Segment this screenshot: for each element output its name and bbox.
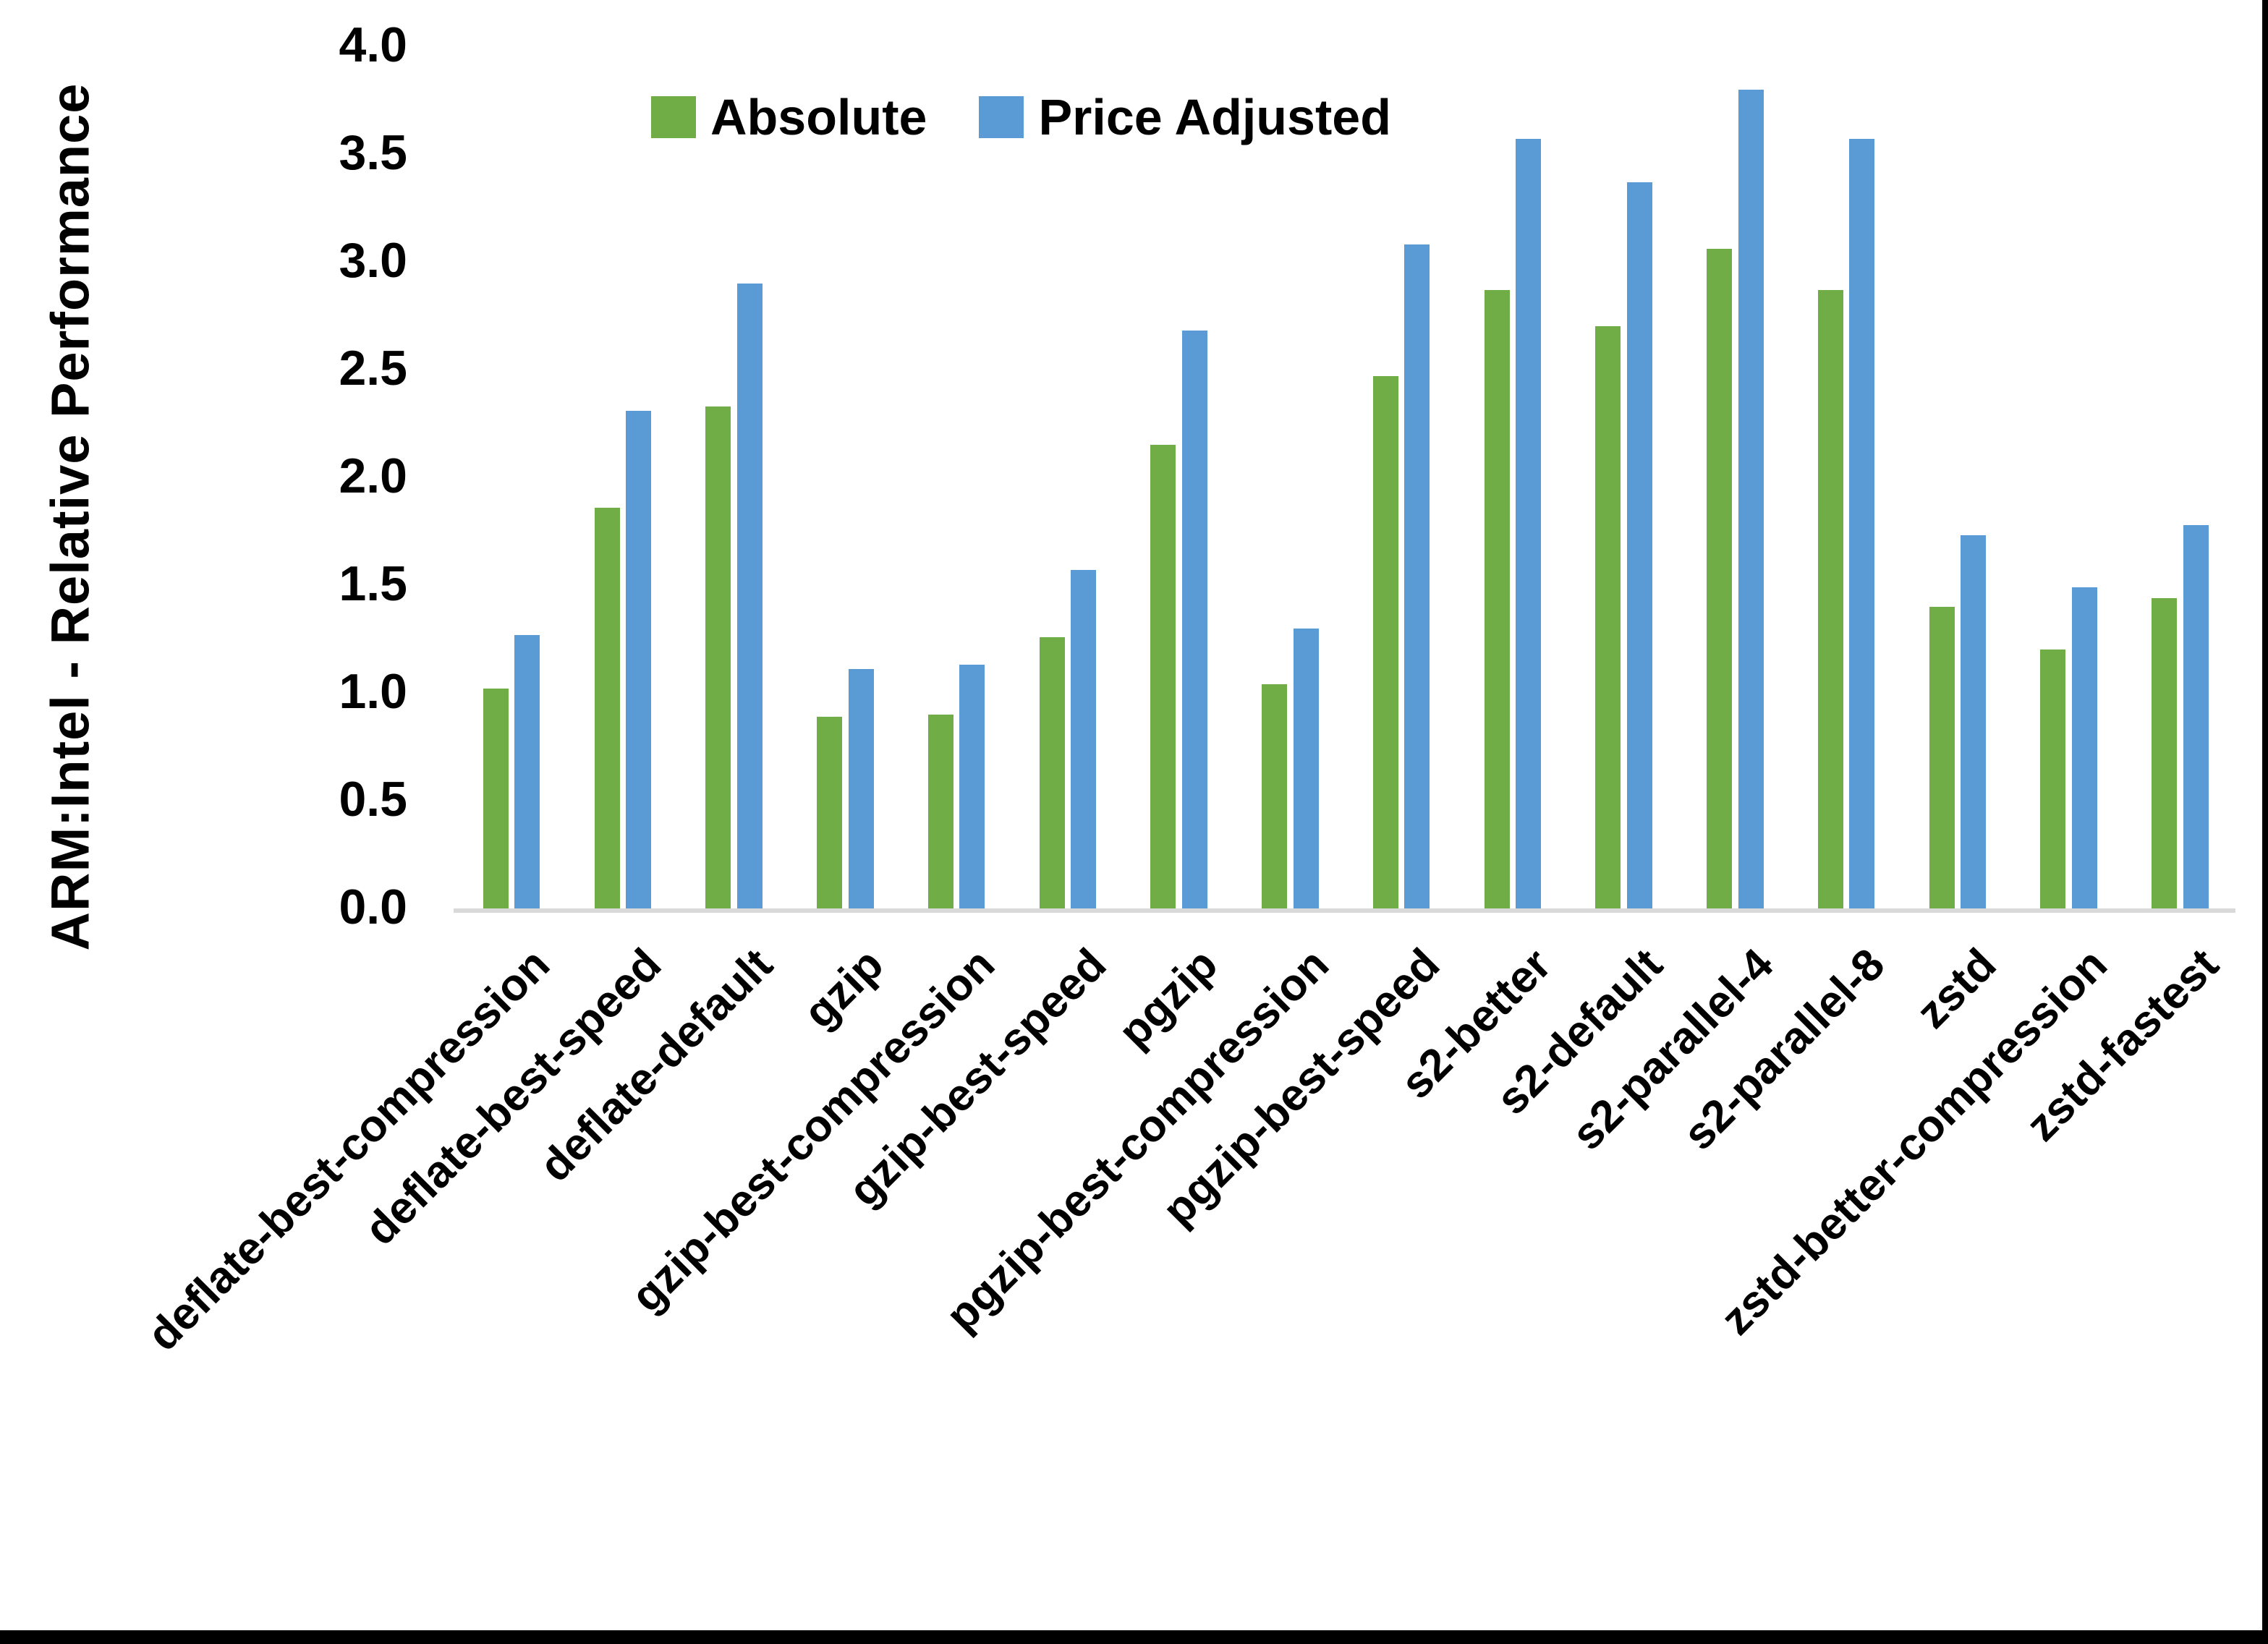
- bar-price-adjusted-pgzip: [1182, 331, 1207, 908]
- y-tick-label-3.5: 3.5: [339, 125, 407, 181]
- bar-price-adjusted-pgzip-best-speed: [1404, 244, 1430, 908]
- bar-absolute-deflate-default: [705, 406, 731, 908]
- bar-price-adjusted-gzip-best-speed: [1071, 570, 1096, 908]
- y-tick-label-3.0: 3.0: [339, 233, 407, 289]
- bar-absolute-gzip-best-compression: [928, 715, 954, 908]
- y-tick-label-0.0: 0.0: [339, 880, 407, 935]
- x-category-label-zstd: zstd: [1906, 939, 2006, 1039]
- screenshot-right-border: [2262, 0, 2268, 1644]
- bar-price-adjusted-s2-better: [1516, 139, 1541, 908]
- bar-absolute-gzip: [817, 717, 842, 908]
- bar-price-adjusted-s2-parallel-4: [1738, 90, 1764, 908]
- legend-item-absolute: Absolute: [651, 88, 927, 146]
- bar-price-adjusted-zstd-better-compression: [2072, 587, 2097, 908]
- bar-price-adjusted-zstd-fastest: [2183, 525, 2209, 908]
- bar-price-adjusted-s2-parallel-8: [1849, 139, 1874, 908]
- bar-price-adjusted-zstd: [1961, 535, 1986, 908]
- screenshot-bottom-border: [0, 1630, 2268, 1644]
- y-tick-label-2.0: 2.0: [339, 448, 407, 504]
- bar-absolute-pgzip-best-speed: [1373, 376, 1398, 908]
- bar-absolute-deflate-best-compression: [483, 689, 509, 908]
- bar-price-adjusted-deflate-best-compression: [514, 635, 540, 908]
- bar-absolute-zstd-fastest: [2152, 598, 2177, 908]
- y-tick-label-1.5: 1.5: [339, 556, 407, 612]
- bar-absolute-s2-parallel-8: [1818, 290, 1843, 908]
- bar-price-adjusted-pgzip-best-compression: [1294, 629, 1319, 908]
- bar-price-adjusted-gzip: [849, 669, 874, 908]
- y-tick-label-2.5: 2.5: [339, 341, 407, 396]
- bar-absolute-gzip-best-speed: [1040, 637, 1065, 908]
- legend-item-price-adjusted: Price Adjusted: [979, 88, 1391, 146]
- bar-absolute-pgzip-best-compression: [1262, 684, 1287, 908]
- bar-absolute-pgzip: [1150, 445, 1176, 908]
- legend-swatch-absolute: [651, 96, 696, 138]
- y-tick-label-0.5: 0.5: [339, 772, 407, 827]
- bar-price-adjusted-s2-default: [1627, 182, 1652, 908]
- bar-absolute-zstd: [1929, 607, 1955, 908]
- bar-price-adjusted-gzip-best-compression: [959, 665, 985, 908]
- legend-swatch-price-adjusted: [979, 96, 1024, 138]
- bar-absolute-s2-parallel-4: [1707, 249, 1732, 908]
- bar-price-adjusted-deflate-best-speed: [626, 411, 651, 908]
- bar-absolute-s2-default: [1595, 326, 1621, 908]
- bar-absolute-zstd-better-compression: [2040, 649, 2065, 908]
- bar-absolute-s2-better: [1485, 290, 1510, 908]
- bar-absolute-deflate-best-speed: [595, 508, 620, 908]
- bar-price-adjusted-deflate-default: [737, 284, 763, 908]
- legend-label-absolute: Absolute: [710, 89, 927, 145]
- x-axis-line: [454, 908, 2235, 913]
- x-category-label-gzip: gzip: [794, 939, 893, 1039]
- y-tick-label-4.0: 4.0: [339, 17, 407, 73]
- y-tick-label-1.0: 1.0: [339, 664, 407, 720]
- legend-label-price-adjusted: Price Adjusted: [1038, 89, 1391, 145]
- legend: Absolute Price Adjusted: [651, 88, 1391, 146]
- x-category-label-deflate-best-compression: deflate-best-compression: [138, 939, 560, 1361]
